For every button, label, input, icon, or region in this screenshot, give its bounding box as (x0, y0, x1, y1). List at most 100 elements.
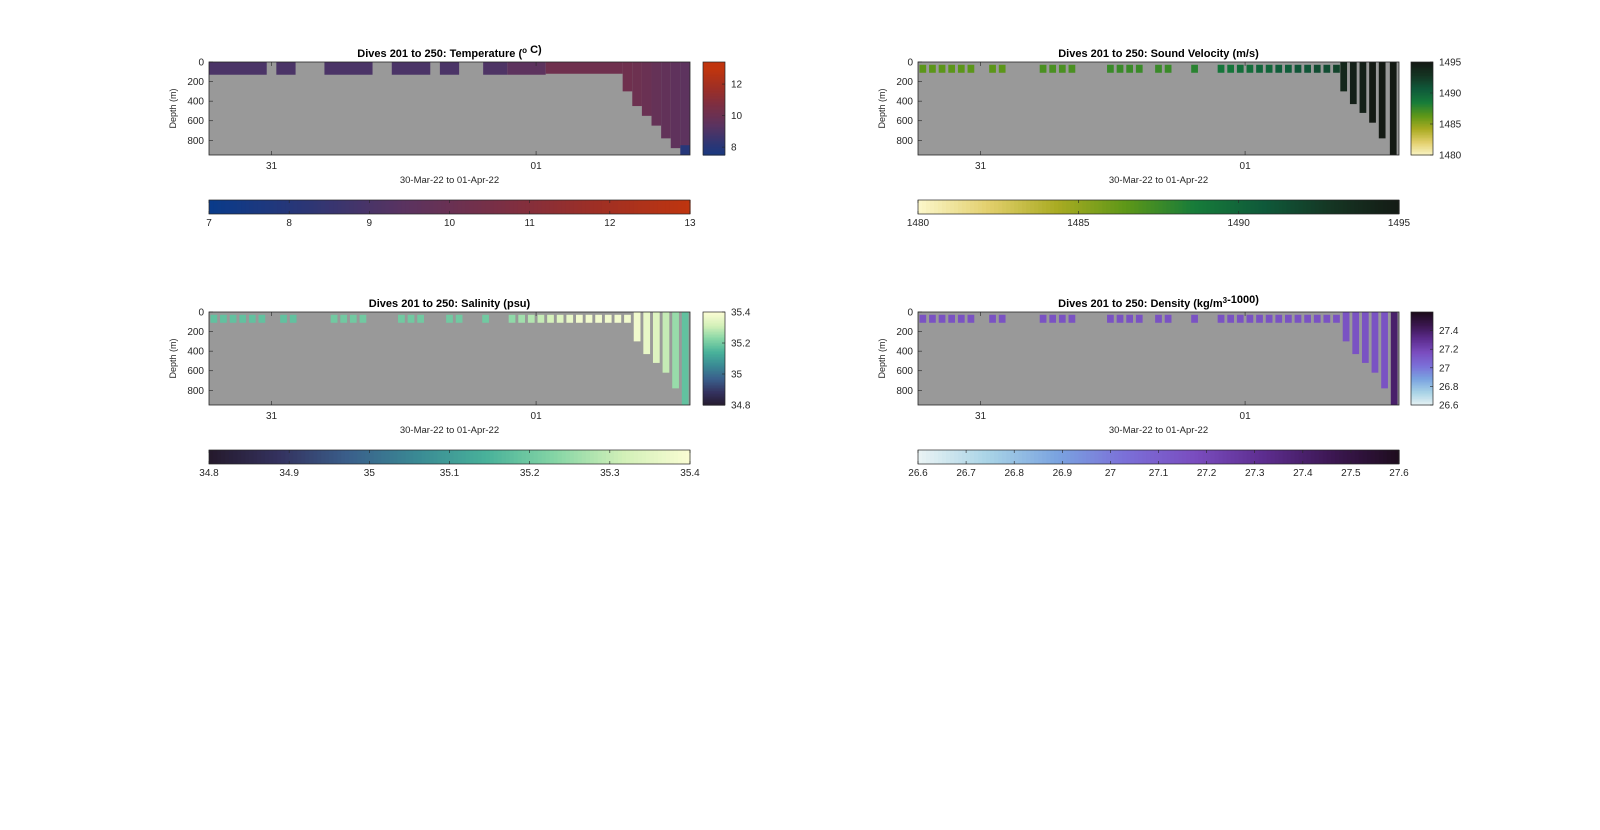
bottom-colorbar-band (289, 200, 294, 214)
side-colorbar-band (703, 356, 725, 360)
bottom-colorbar-label: 27.6 (1389, 468, 1409, 479)
bottom-colorbar-band (433, 200, 439, 214)
bottom-colorbar-band (297, 450, 302, 464)
data-column-19 (1217, 314, 1225, 323)
bottom-colorbar-band (217, 200, 222, 214)
data-column-17 (1164, 64, 1172, 73)
bottom-colorbar-band (621, 200, 627, 214)
bottom-colorbar-band (309, 450, 314, 464)
side-colorbar-band (703, 346, 725, 349)
bottom-colorbar-band (1018, 200, 1023, 214)
bottom-colorbar-band (1014, 200, 1019, 214)
chart-title-part: Dives 201 to 250: Density (kg/m (1058, 298, 1223, 310)
bottom-colorbar-label: 8 (286, 218, 292, 229)
side-colorbar-band (1411, 153, 1433, 156)
bottom-colorbar-band (565, 450, 571, 464)
bottom-colorbar-band (1142, 200, 1148, 214)
data-column-14 (1126, 314, 1134, 323)
chart-title: Dives 201 to 250: Temperature (o C) (357, 44, 542, 60)
bottom-colorbar-band (381, 450, 386, 464)
data-column-15 (1135, 314, 1143, 323)
side-colorbar-band (1411, 124, 1433, 127)
side-colorbar-label: 12 (731, 80, 743, 91)
bottom-colorbar-band (1106, 450, 1111, 464)
side-colorbar-label: 1495 (1439, 58, 1462, 69)
bottom-colorbar-band (221, 450, 226, 464)
data-column-22 (547, 314, 554, 323)
side-colorbar-band (1411, 352, 1433, 355)
side-colorbar-band (703, 370, 725, 374)
bottom-colorbar-band (1274, 200, 1280, 214)
bottom-colorbar-band (1222, 200, 1228, 214)
side-colorbar-band (1411, 384, 1433, 387)
side-colorbar-band (703, 66, 725, 69)
bottom-colorbar-band (1050, 200, 1055, 214)
bottom-colorbar-band (1206, 200, 1212, 214)
side-colorbar-band (703, 375, 725, 378)
bottom-colorbar-band (393, 200, 398, 214)
side-colorbar-band (703, 100, 725, 103)
bottom-colorbar-band (1214, 200, 1220, 214)
data-column-22 (1246, 64, 1254, 73)
side-colorbar-band (703, 148, 725, 151)
bottom-colorbar-band (429, 450, 435, 464)
bottom-colorbar-band (253, 200, 258, 214)
bottom-colorbar-band (1118, 450, 1124, 464)
bottom-colorbar-band (1286, 450, 1292, 464)
bottom-colorbar-band (285, 450, 290, 464)
bottom-colorbar-band (525, 200, 531, 214)
bottom-colorbar-band (245, 200, 250, 214)
bottom-colorbar-band (481, 450, 487, 464)
bottom-colorbar-band (1218, 450, 1224, 464)
bottom-colorbar-band (485, 200, 491, 214)
chart-title-part: Dives 201 to 250: Salinity (psu) (369, 298, 531, 310)
bottom-colorbar-band (1094, 450, 1099, 464)
bottom-colorbar-band (409, 450, 415, 464)
side-colorbar-band (703, 94, 725, 97)
data-column-23 (556, 314, 564, 323)
side-colorbar-band (703, 77, 725, 80)
side-colorbar-band (1411, 105, 1433, 108)
side-colorbar-band (703, 151, 725, 155)
side-colorbar-band (1411, 369, 1433, 372)
axes-box (917, 311, 1400, 406)
x-axis-label: 30-Mar-22 to 01-Apr-22 (400, 425, 499, 436)
bottom-colorbar-band (377, 200, 382, 214)
side-colorbar-band (703, 339, 725, 343)
side-colorbar-band (703, 93, 725, 96)
side-colorbar-band (703, 384, 725, 387)
side-colorbar-band (1411, 312, 1433, 315)
bottom-colorbar-band (1178, 200, 1184, 214)
bottom-colorbar-band (317, 200, 322, 214)
data-column-18 (508, 314, 516, 323)
bottom-colorbar-band (241, 450, 246, 464)
bottom-colorbar-band (1290, 450, 1296, 464)
bottom-colorbar-band (349, 450, 354, 464)
bottom-colorbar-band (958, 200, 963, 214)
bottom-colorbar-band (1030, 450, 1035, 464)
side-colorbar-band (1411, 372, 1433, 375)
bottom-colorbar-band (966, 200, 971, 214)
side-colorbar-band (703, 367, 725, 370)
side-colorbar-band (703, 383, 725, 386)
side-colorbar-band (703, 108, 725, 111)
side-colorbar-band (1411, 332, 1433, 335)
y-tick-label: 800 (896, 386, 913, 397)
bottom-colorbar-band (669, 450, 675, 464)
data-column-21 (1236, 314, 1244, 323)
y-tick-label: 600 (896, 116, 913, 127)
side-colorbar-band (1411, 114, 1433, 117)
bottom-colorbar-band (1174, 200, 1180, 214)
bottom-colorbar-band (1278, 200, 1284, 214)
side-colorbar-band (703, 102, 725, 105)
data-column-12 (1107, 314, 1114, 323)
side-colorbar-band (1411, 319, 1433, 322)
bottom-colorbar-band (1098, 450, 1103, 464)
bottom-colorbar-band (417, 200, 423, 214)
side-colorbar-band (703, 394, 725, 397)
side-colorbar-band (703, 374, 725, 377)
bottom-colorbar-band (593, 450, 599, 464)
bottom-colorbar-band (1090, 200, 1095, 214)
side-colorbar-label: 27 (1439, 363, 1451, 374)
bottom-colorbar-band (1094, 200, 1099, 214)
